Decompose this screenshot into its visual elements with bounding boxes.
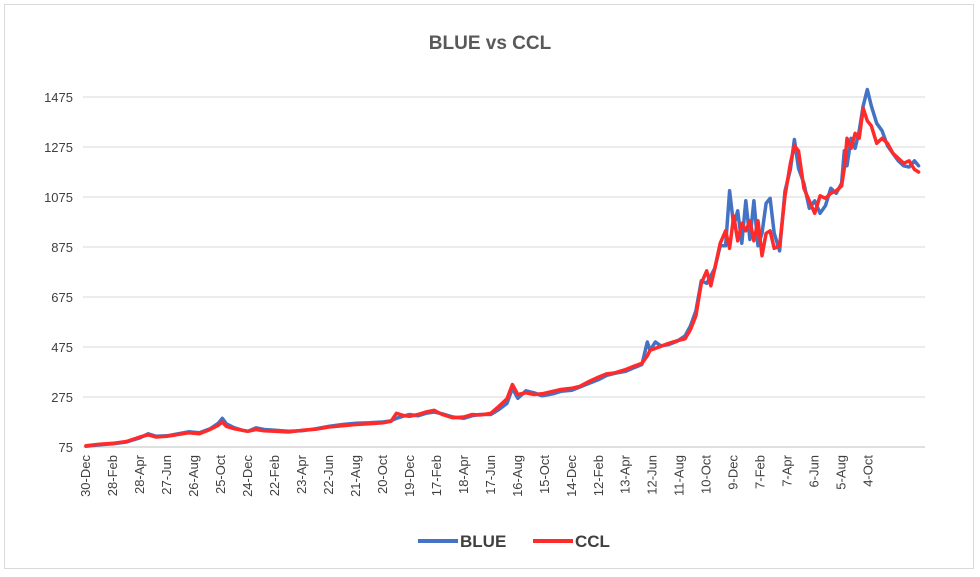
y-tick-label: 75 bbox=[59, 440, 73, 455]
x-tick-label: 7-Apr bbox=[780, 454, 795, 486]
series-line-blue bbox=[84, 87, 921, 449]
legend-label-ccl: CCL bbox=[575, 532, 610, 551]
x-tick-label: 26-Aug bbox=[186, 455, 201, 497]
x-tick-label: 7-Feb bbox=[753, 455, 768, 489]
x-tick-label: 20-Oct bbox=[375, 455, 390, 494]
legend-label-blue: BLUE bbox=[460, 532, 506, 551]
x-tick-label: 12-Jun bbox=[645, 455, 660, 495]
x-tick-label: 13-Apr bbox=[618, 454, 633, 494]
y-tick-label: 275 bbox=[51, 390, 73, 405]
y-tick-label: 1275 bbox=[44, 140, 73, 155]
chart-frame: BLUE vs CCL 75 275 475 675 875 1075 1275 1475 3… bbox=[4, 4, 974, 569]
x-tick-label: 4-Oct bbox=[861, 455, 876, 487]
legend: BLUE CCL bbox=[418, 532, 610, 551]
x-tick-label: 23-Apr bbox=[294, 454, 309, 494]
y-axis-tick-labels: 75 275 475 675 875 1075 1275 1475 bbox=[44, 90, 73, 455]
x-tick-label: 28-Apr bbox=[132, 454, 147, 494]
x-tick-label: 27-Jun bbox=[159, 455, 174, 495]
series-lines bbox=[84, 87, 921, 449]
x-tick-label: 17-Jun bbox=[483, 455, 498, 495]
x-tick-label: 16-Aug bbox=[510, 455, 525, 497]
x-tick-label: 6-Jun bbox=[807, 455, 822, 488]
y-tick-label: 1075 bbox=[44, 190, 73, 205]
y-tick-label: 875 bbox=[51, 240, 73, 255]
x-tick-label: 21-Aug bbox=[348, 455, 363, 497]
y-tick-label: 1475 bbox=[44, 90, 73, 105]
y-tick-label: 475 bbox=[51, 340, 73, 355]
x-tick-label: 12-Feb bbox=[591, 455, 606, 496]
x-tick-label: 5-Aug bbox=[834, 455, 849, 490]
x-axis-tick-labels: 30-Dec 28-Feb 28-Apr 27-Jun 26-Aug 25-Oct 24-D… bbox=[78, 454, 876, 497]
x-tick-label: 28-Feb bbox=[105, 455, 120, 496]
x-tick-label: 22-Jun bbox=[321, 455, 336, 495]
x-tick-label: 14-Dec bbox=[564, 455, 579, 497]
x-tick-label: 15-Oct bbox=[537, 455, 552, 494]
x-tick-label: 10-Oct bbox=[699, 455, 714, 494]
x-tick-label: 19-Dec bbox=[402, 455, 417, 497]
x-tick-label: 22-Feb bbox=[267, 455, 282, 496]
x-tick-label: 18-Apr bbox=[456, 454, 471, 494]
x-tick-label: 11-Aug bbox=[672, 455, 687, 496]
gridlines bbox=[83, 96, 925, 398]
series-line-ccl bbox=[84, 106, 921, 448]
x-tick-label: 17-Feb bbox=[429, 455, 444, 496]
y-tick-label: 675 bbox=[51, 290, 73, 305]
chart-title: BLUE vs CCL bbox=[429, 33, 552, 54]
x-tick-label: 9-Dec bbox=[726, 455, 741, 490]
line-chart: BLUE vs CCL 75 275 475 675 875 1075 1275 1475 3… bbox=[44, 33, 925, 551]
x-tick-label: 30-Dec bbox=[78, 455, 93, 497]
x-tick-label: 25-Oct bbox=[213, 455, 228, 494]
x-tick-label: 24-Dec bbox=[240, 455, 255, 497]
